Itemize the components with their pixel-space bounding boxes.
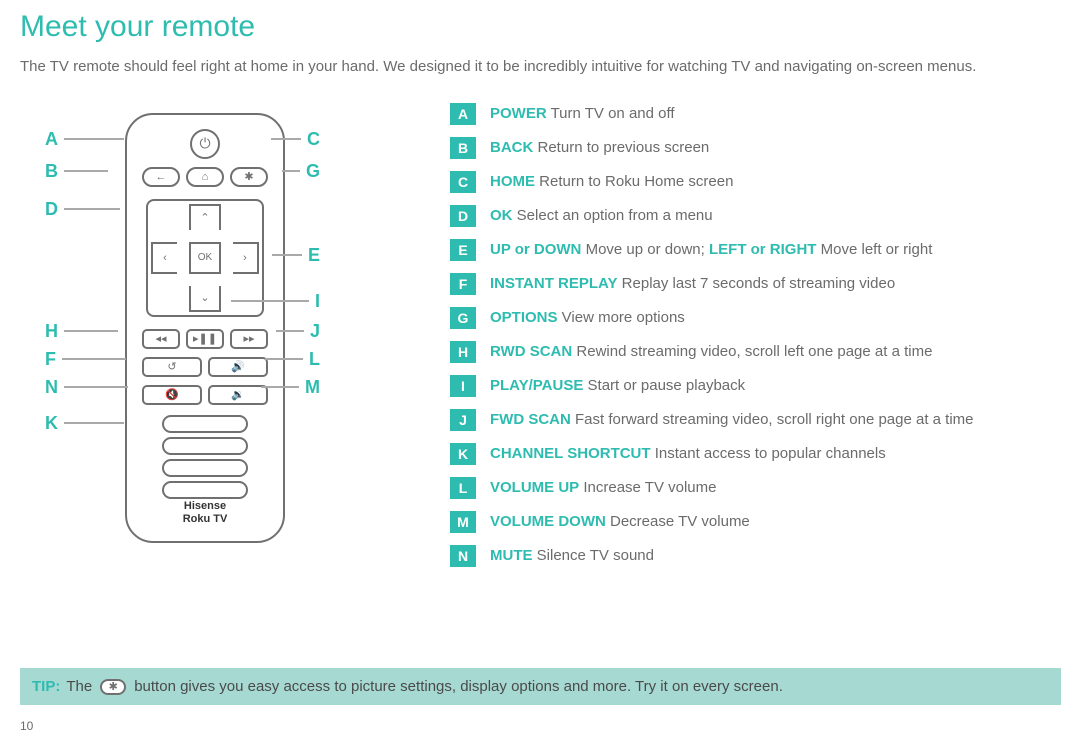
shortcut-1: [162, 415, 248, 433]
remote-diagram: ⏻ ← ⌂ ✱ ⌃ ⌄ ‹ › OK ◂◂ ▸❚❚ ▸▸ ↺ 🔊: [20, 103, 420, 623]
power-icon: ⏻: [190, 129, 220, 159]
legend-text: RWD SCAN Rewind streaming video, scroll …: [490, 343, 932, 360]
legend-badge: B: [450, 137, 476, 159]
shortcut-2: [162, 437, 248, 455]
callout-b: B: [45, 161, 108, 182]
legend-badge: M: [450, 511, 476, 533]
page-title: Meet your remote: [20, 10, 1061, 44]
ok-button-label: OK: [189, 242, 221, 274]
legend-row-k: K CHANNEL SHORTCUT Instant access to popu…: [450, 443, 1061, 465]
mute-icon: 🔇: [142, 385, 202, 405]
mute-voldown-row: 🔇 🔉: [142, 385, 268, 405]
legend-text: BACK Return to previous screen: [490, 139, 709, 156]
top-row: ← ⌂ ✱: [142, 167, 268, 187]
options-icon-inline: ✱: [100, 679, 126, 695]
shortcut-3: [162, 459, 248, 477]
back-icon: ←: [142, 167, 180, 187]
rwd-icon: ◂◂: [142, 329, 180, 349]
callout-k: K: [45, 413, 124, 434]
callout-e: E: [272, 245, 320, 266]
dpad-up-icon: ⌃: [189, 204, 221, 230]
dpad-right-icon: ›: [233, 242, 259, 274]
legend-row-b: B BACK Return to previous screen: [450, 137, 1061, 159]
callout-i: I: [231, 291, 320, 312]
legend-row-a: A POWER Turn TV on and off: [450, 103, 1061, 125]
tip-post: button gives you easy access to picture …: [134, 678, 783, 695]
legend-text: VOLUME DOWN Decrease TV volume: [490, 513, 750, 530]
brand-line1: Hisense: [184, 500, 226, 512]
shortcut-4: [162, 481, 248, 499]
legend-row-m: M VOLUME DOWN Decrease TV volume: [450, 511, 1061, 533]
legend-text: HOME Return to Roku Home screen: [490, 173, 733, 190]
legend-text: UP or DOWN Move up or down; LEFT or RIGH…: [490, 241, 932, 258]
legend-row-d: D OK Select an option from a menu: [450, 205, 1061, 227]
remote-body: ⏻ ← ⌂ ✱ ⌃ ⌄ ‹ › OK ◂◂ ▸❚❚ ▸▸ ↺ 🔊: [125, 113, 285, 543]
legend-badge: F: [450, 273, 476, 295]
home-icon: ⌂: [186, 167, 224, 187]
legend-text: INSTANT REPLAY Replay last 7 seconds of …: [490, 275, 895, 292]
legend-badge: L: [450, 477, 476, 499]
legend-text: MUTE Silence TV sound: [490, 547, 654, 564]
legend-row-e: E UP or DOWN Move up or down; LEFT or RIG…: [450, 239, 1061, 261]
page-number: 10: [20, 719, 33, 733]
legend-row-f: F INSTANT REPLAY Replay last 7 seconds of…: [450, 273, 1061, 295]
legend-text: FWD SCAN Fast forward streaming video, s…: [490, 411, 974, 428]
legend-badge: N: [450, 545, 476, 567]
legend-row-h: H RWD SCAN Rewind streaming video, scroll…: [450, 341, 1061, 363]
playback-row: ◂◂ ▸❚❚ ▸▸: [142, 329, 268, 349]
legend-row-g: G OPTIONS View more options: [450, 307, 1061, 329]
play-pause-icon: ▸❚❚: [186, 329, 224, 349]
legend-badge: E: [450, 239, 476, 261]
legend-badge: J: [450, 409, 476, 431]
volume-up-icon: 🔊: [208, 357, 268, 377]
callout-g: G: [282, 161, 320, 182]
fwd-icon: ▸▸: [230, 329, 268, 349]
legend-text: CHANNEL SHORTCUT Instant access to popul…: [490, 445, 886, 462]
legend-row-j: J FWD SCAN Fast forward streaming video, …: [450, 409, 1061, 431]
legend-text: OK Select an option from a menu: [490, 207, 713, 224]
replay-icon: ↺: [142, 357, 202, 377]
legend-row-c: C HOME Return to Roku Home screen: [450, 171, 1061, 193]
legend: A POWER Turn TV on and off B BACK Return to…: [450, 103, 1061, 623]
dpad-down-icon: ⌄: [189, 286, 221, 312]
legend-badge: A: [450, 103, 476, 125]
callout-f: F: [45, 349, 126, 370]
callout-h: H: [45, 321, 118, 342]
callout-j: J: [276, 321, 320, 342]
legend-text: POWER Turn TV on and off: [490, 105, 675, 122]
brand-line2: Roku TV: [183, 513, 228, 525]
remote-brand: Hisense Roku TV: [127, 500, 283, 526]
channel-shortcuts: [162, 415, 248, 499]
legend-text: PLAY/PAUSE Start or pause playback: [490, 377, 745, 394]
legend-row-l: L VOLUME UP Increase TV volume: [450, 477, 1061, 499]
legend-badge: D: [450, 205, 476, 227]
legend-badge: H: [450, 341, 476, 363]
options-icon: ✱: [230, 167, 268, 187]
legend-text: OPTIONS View more options: [490, 309, 685, 326]
legend-row-i: I PLAY/PAUSE Start or pause playback: [450, 375, 1061, 397]
volume-down-icon: 🔉: [208, 385, 268, 405]
legend-badge: K: [450, 443, 476, 465]
callout-l: L: [265, 349, 320, 370]
callout-a: A: [45, 129, 124, 150]
legend-badge: I: [450, 375, 476, 397]
callout-c: C: [271, 129, 320, 150]
legend-badge: G: [450, 307, 476, 329]
callout-m: M: [261, 377, 320, 398]
callout-n: N: [45, 377, 128, 398]
replay-volup-row: ↺ 🔊: [142, 357, 268, 377]
legend-text: VOLUME UP Increase TV volume: [490, 479, 716, 496]
callout-d: D: [45, 199, 120, 220]
legend-row-n: N MUTE Silence TV sound: [450, 545, 1061, 567]
tip-lead: TIP:: [32, 678, 60, 695]
tip-pre: The: [66, 678, 92, 695]
dpad-left-icon: ‹: [151, 242, 177, 274]
intro-text: The TV remote should feel right at home …: [20, 56, 1061, 79]
tip-bar: TIP: The ✱ button gives you easy access …: [20, 668, 1061, 705]
legend-badge: C: [450, 171, 476, 193]
